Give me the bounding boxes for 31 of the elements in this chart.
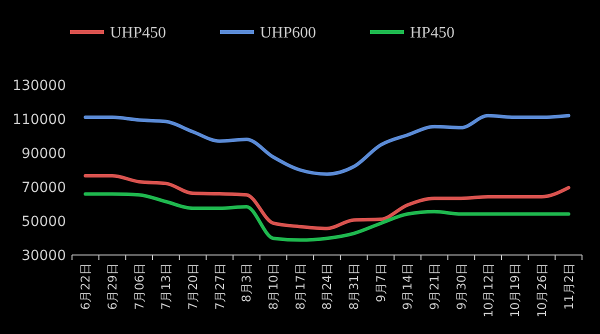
x-tick-label: 9月21日 xyxy=(428,263,442,310)
x-tick-label: 8月31日 xyxy=(347,263,362,310)
x-tick-label: 7月20日 xyxy=(186,263,200,310)
x-tick-label: 8月10日 xyxy=(266,263,281,310)
y-tick-label: 50000 xyxy=(21,214,66,230)
y-tick-label: 110000 xyxy=(12,112,66,128)
x-tick-label: 10月26日 xyxy=(534,263,549,318)
x-tick-label: 9月7日 xyxy=(374,263,388,302)
line-series xyxy=(84,192,570,242)
y-tick-label: 90000 xyxy=(21,146,66,162)
x-tick-label: 7月13日 xyxy=(159,263,174,310)
y-tick-label: 70000 xyxy=(21,180,66,196)
x-tick-label: 7月27日 xyxy=(212,263,227,310)
x-tick-label: 10月19日 xyxy=(508,263,522,318)
line-series xyxy=(84,174,570,230)
legend-label: UHP600 xyxy=(260,24,316,42)
x-tick-label: 8月24日 xyxy=(320,263,334,310)
x-tick-label: 7月06日 xyxy=(132,263,146,310)
line-series xyxy=(84,114,570,176)
x-tick-label: 6月29日 xyxy=(105,263,120,310)
x-tick-label: 9月14日 xyxy=(400,263,415,310)
y-tick-label: 130000 xyxy=(12,78,66,94)
x-tick-label: 9月30日 xyxy=(454,263,468,310)
x-tick-label: 8月3日 xyxy=(240,263,254,302)
legend-label: HP450 xyxy=(410,24,454,42)
x-tick-label: 10月12日 xyxy=(481,263,496,318)
x-tick-label: 8月17日 xyxy=(293,263,308,310)
y-tick-label: 30000 xyxy=(21,248,66,264)
x-tick-label: 11月2日 xyxy=(562,263,576,310)
legend-label: UHP450 xyxy=(110,24,166,42)
x-tick-label: 6月22日 xyxy=(78,263,93,310)
